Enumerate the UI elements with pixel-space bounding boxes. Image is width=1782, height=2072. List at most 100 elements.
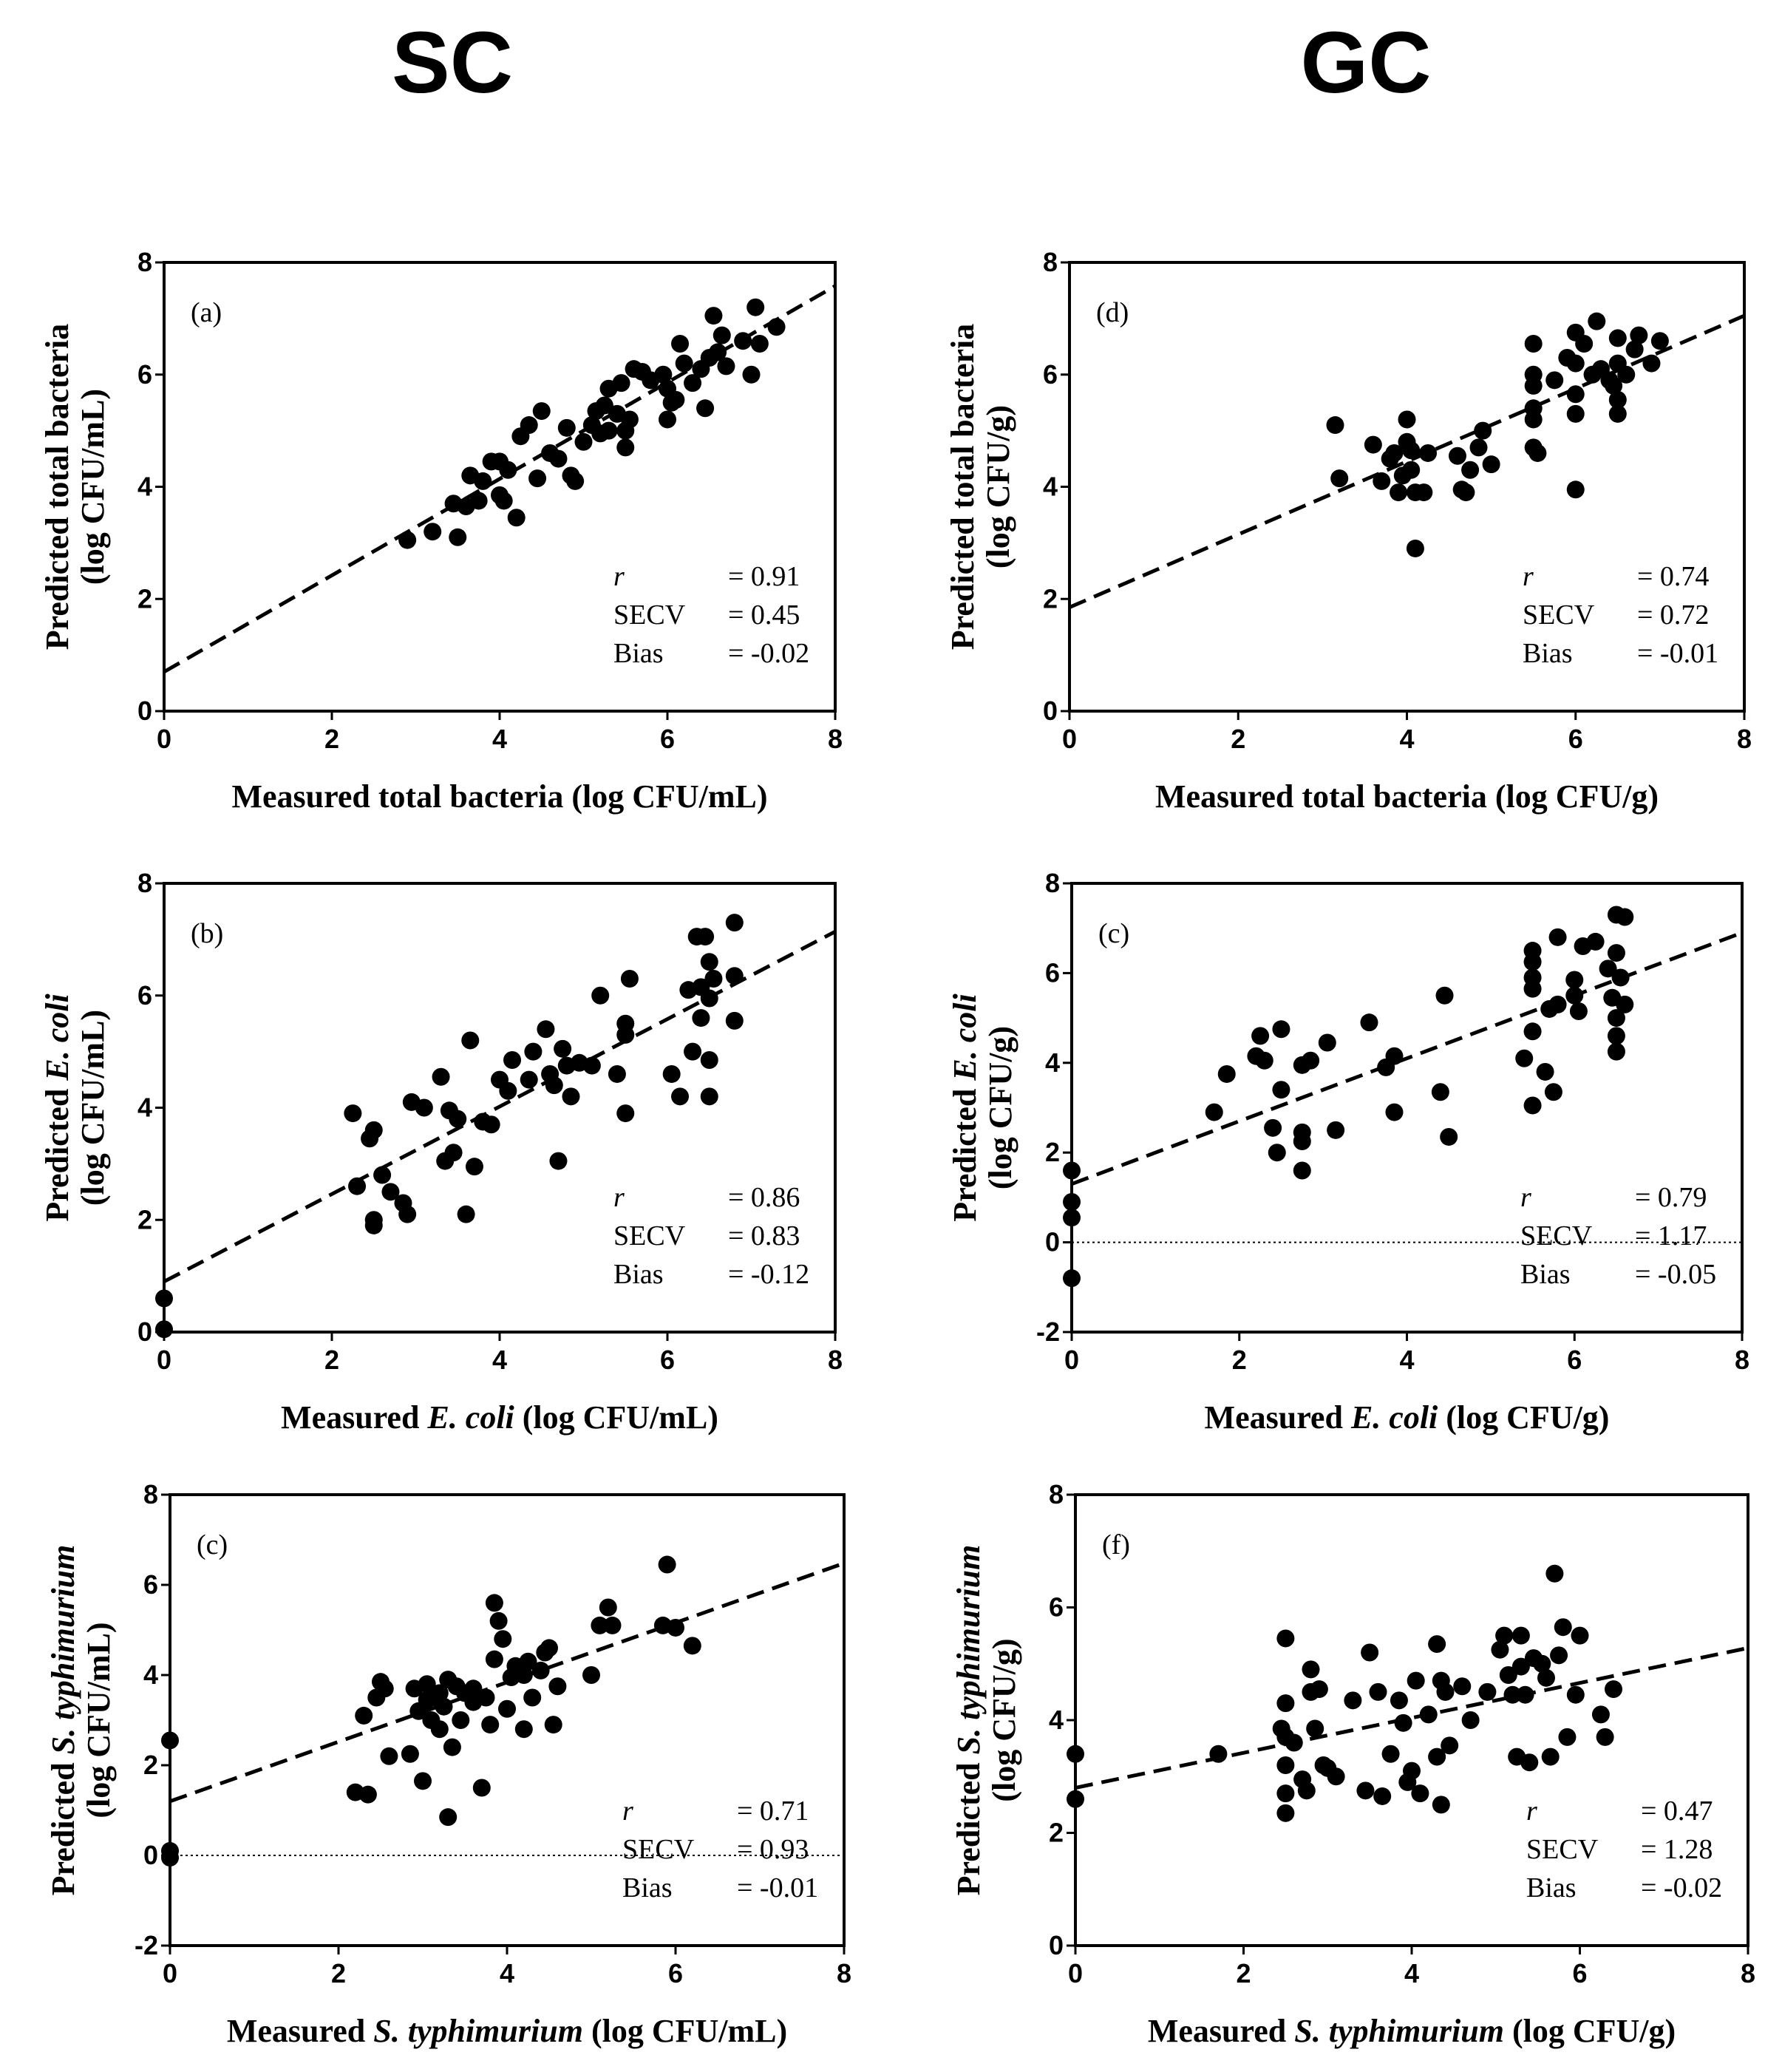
data-point — [1276, 1629, 1295, 1648]
y-tick-label: 2 — [137, 583, 152, 614]
data-point — [452, 1711, 470, 1729]
data-point — [1571, 1626, 1589, 1645]
data-point — [700, 953, 718, 971]
y-axis-title-units: (log CFU/g) — [982, 1026, 1018, 1189]
data-point — [1591, 1705, 1610, 1724]
y-axis-title: Predicted S. typhimurium — [45, 1545, 81, 1896]
y-axis-title-units: (log CFU/g) — [986, 1638, 1022, 1801]
data-point — [1611, 968, 1630, 987]
data-point — [1453, 1677, 1472, 1696]
data-point — [1436, 1682, 1455, 1701]
data-point — [537, 1020, 555, 1039]
data-point — [418, 1691, 436, 1709]
x-tick-label: 0 — [163, 1958, 177, 1988]
y-tick-label: 4 — [1043, 472, 1058, 502]
y-tick-label: 6 — [137, 359, 152, 390]
regression-line — [1072, 931, 1742, 1186]
data-point — [1554, 1618, 1572, 1637]
data-point — [1608, 329, 1627, 347]
data-point — [1205, 1103, 1223, 1121]
y-axis-title-part: Predicted — [39, 1081, 75, 1222]
y-tick-label: 0 — [137, 696, 152, 726]
data-point — [1616, 995, 1634, 1013]
x-tick-label: 8 — [828, 724, 843, 754]
data-point — [457, 1205, 475, 1223]
data-point — [414, 1772, 432, 1790]
y-tick-label: 0 — [1049, 1930, 1064, 1960]
x-tick-label: 8 — [1741, 1958, 1755, 1988]
column-header-sc: SC — [392, 14, 513, 112]
stat-label-bias: Bias — [1523, 638, 1573, 669]
data-point — [683, 1637, 701, 1655]
data-point — [381, 1183, 400, 1201]
data-point — [499, 1081, 517, 1100]
data-point — [750, 335, 769, 353]
data-point — [524, 1042, 543, 1061]
data-point — [1302, 1660, 1320, 1679]
y-tick-label: 2 — [1043, 583, 1058, 614]
x-axis-title: Measured E. coli (log CFU/mL) — [281, 1399, 718, 1436]
data-point — [1469, 438, 1488, 457]
x-tick-label: 4 — [492, 1345, 507, 1375]
y-tick-label: 2 — [1045, 1137, 1060, 1167]
data-point — [507, 509, 526, 527]
data-point — [1550, 1646, 1568, 1665]
data-point — [1599, 959, 1617, 978]
regression-line — [1069, 313, 1744, 609]
stat-label-secv: SECV — [613, 599, 686, 631]
data-point — [616, 1104, 635, 1123]
chart-panel-d: 0 2 4 6 8 0 2 4 6 8 (d) r = 0.74 SECV = 0.72 Bias = -0.0… — [945, 247, 1752, 815]
data-point — [1364, 435, 1382, 454]
data-point — [494, 492, 513, 510]
y-axis-title-part: Predicted — [950, 1754, 987, 1895]
x-axis-title-part: Measured — [1148, 2013, 1294, 2049]
data-point — [582, 1056, 601, 1075]
y-axis-title-units: (log CFU/mL) — [75, 389, 111, 585]
data-point — [1566, 385, 1585, 404]
data-point — [599, 379, 618, 398]
regression-line — [1075, 1645, 1748, 1790]
panel-label: (c) — [1098, 918, 1129, 949]
x-axis-title-part: (log CFU/mL) — [514, 1399, 718, 1436]
chart-panel-f: 0 2 4 6 8 0 2 4 6 8 (f) r = 0.47 SECV = 1.28 Bias = -0.0… — [950, 1479, 1755, 2049]
data-point — [373, 1166, 392, 1184]
data-point — [489, 1611, 508, 1630]
stat-label-bias: Bias — [1526, 1872, 1577, 1903]
data-point — [482, 1115, 500, 1134]
data-point — [1373, 1787, 1392, 1805]
data-point — [520, 1070, 538, 1089]
data-point — [696, 928, 715, 946]
y-tick-label: -2 — [1036, 1317, 1060, 1347]
data-point — [620, 410, 639, 429]
data-point — [1566, 404, 1585, 423]
x-axis-title: Measured total bacteria (log CFU/mL) — [231, 778, 767, 815]
data-point — [375, 1679, 394, 1698]
data-point — [1361, 1643, 1379, 1662]
data-point — [1511, 1626, 1530, 1645]
y-axis-title: Predicted total bacteria — [945, 324, 981, 650]
y-tick-label: 6 — [1043, 359, 1058, 390]
data-point — [1516, 1685, 1534, 1704]
chart-panel-b: 0 2 4 6 8 0 2 4 6 8 (b) r = 0.86 SECV = 0.83 Bias = -0.1… — [39, 868, 843, 1436]
data-point — [1503, 1685, 1522, 1704]
data-point — [514, 1666, 533, 1684]
data-point — [1330, 469, 1349, 488]
data-point — [1385, 444, 1404, 462]
data-point — [348, 1177, 367, 1195]
data-point — [725, 967, 744, 985]
stat-value-secv: = 1.17 — [1635, 1220, 1707, 1251]
data-point — [1608, 390, 1627, 409]
stat-value-bias: = -0.02 — [1641, 1872, 1722, 1903]
y-tick-label: 6 — [1049, 1592, 1064, 1623]
data-point — [1217, 1064, 1236, 1083]
data-point — [554, 1039, 572, 1058]
chart-panel-a: 0 2 4 6 8 0 2 4 6 8 (a) r = 0.91 SECV = 0.45 Bias = -0.0… — [39, 247, 843, 815]
panel-label: (d) — [1096, 297, 1129, 328]
data-point — [474, 472, 492, 490]
x-tick-label: 0 — [1062, 724, 1077, 754]
data-point — [1544, 1083, 1562, 1101]
data-point — [464, 1693, 483, 1711]
y-tick-label: 6 — [143, 1569, 158, 1600]
data-point — [1565, 986, 1584, 1005]
data-point — [1373, 472, 1391, 490]
